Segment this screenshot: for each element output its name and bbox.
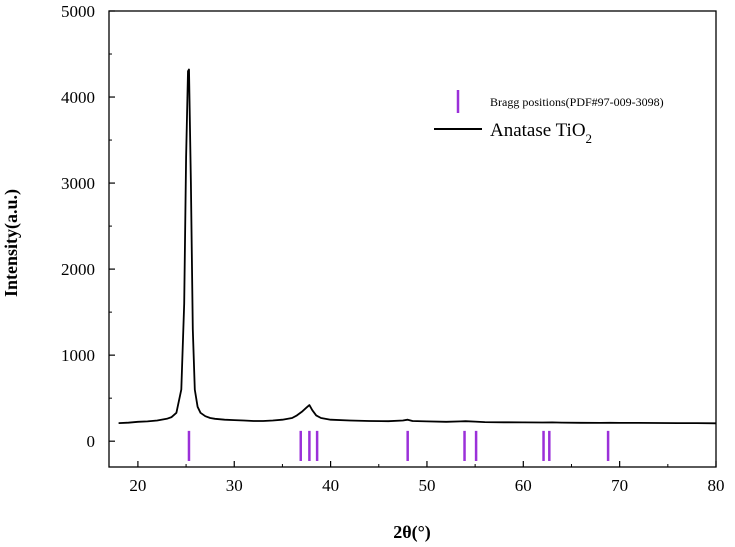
y-tick-label: 2000: [61, 260, 95, 279]
x-tick-label: 20: [129, 476, 146, 495]
plot-lines: [118, 68, 717, 425]
bragg-markers: [187, 430, 610, 461]
axis-ticks: 20 30 40 50 60 70 80 0 1000 2000 3000 4000 5000: [61, 2, 725, 495]
plot-frame: [108, 10, 717, 468]
x-tick-label: 80: [708, 476, 725, 495]
x-tick-label: 70: [611, 476, 628, 495]
legend-bragg-label: Bragg positions(PDF#97-009-3098): [490, 95, 664, 109]
y-tick-label: 0: [87, 432, 96, 451]
y-tick-label: 1000: [61, 346, 95, 365]
series-line-0: [118, 68, 717, 425]
x-tick-label: 30: [226, 476, 243, 495]
y-tick-label: 3000: [61, 174, 95, 193]
legend-series-label-main: Anatase TiO: [490, 120, 586, 141]
legend-series-label: Anatase TiO2: [490, 120, 592, 146]
x-tick-label: 40: [322, 476, 339, 495]
y-axis-title: Intensity(a.u.): [1, 189, 22, 297]
y-tick-label: 4000: [61, 88, 95, 107]
x-axis-title: 2θ(°): [393, 522, 431, 543]
legend: Bragg positions(PDF#97-009-3098) Anatase…: [434, 90, 664, 146]
legend-series-label-subscript: 2: [586, 131, 593, 146]
x-tick-label: 50: [418, 476, 435, 495]
y-tick-label: 5000: [61, 2, 95, 21]
x-tick-label: 60: [515, 476, 532, 495]
